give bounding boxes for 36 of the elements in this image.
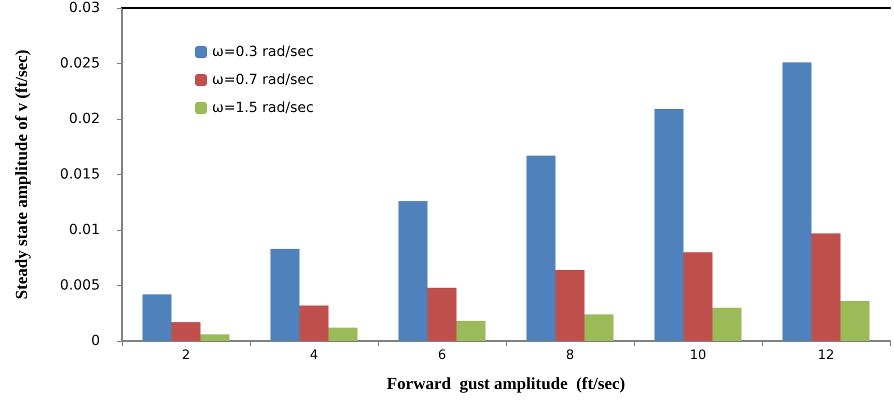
bar	[398, 201, 428, 341]
y-tick-label: 0	[91, 333, 100, 349]
y-tick-label: 0.005	[60, 278, 100, 294]
bar	[171, 322, 201, 341]
bar	[584, 314, 614, 341]
bar	[811, 233, 841, 341]
bar	[270, 248, 300, 341]
bar	[456, 321, 486, 341]
x-tick-label: 12	[818, 348, 834, 363]
bar	[526, 156, 556, 341]
bar	[840, 301, 870, 341]
bar	[654, 109, 684, 341]
bar	[555, 270, 585, 341]
legend-label: ω=0.7 rad/sec	[212, 72, 314, 88]
legend-label: ω=1.5 rad/sec	[212, 100, 314, 116]
y-axis-title: Steady state amplitude of v (ft/sec)	[12, 50, 31, 300]
bar	[782, 62, 812, 341]
x-tick-label: 4	[310, 348, 318, 363]
x-axis-title: Forward gust amplitude (ft/sec)	[386, 374, 626, 393]
y-tick-label: 0.025	[60, 56, 100, 72]
bar	[200, 334, 230, 341]
bar	[427, 288, 457, 341]
x-tick-label: 8	[566, 348, 574, 363]
bar	[299, 305, 329, 341]
y-tick-label: 0.03	[68, 0, 100, 16]
x-tick-label: 10	[690, 348, 706, 363]
x-tick-label: 2	[182, 348, 190, 363]
y-tick-label: 0.015	[60, 166, 100, 182]
bar	[683, 252, 713, 341]
bar	[142, 294, 172, 341]
x-tick-label: 6	[438, 348, 446, 363]
bar	[328, 328, 358, 341]
legend-label: ω=0.3 rad/sec	[212, 44, 314, 60]
bar	[712, 308, 742, 341]
y-tick-label: 0.02	[68, 111, 100, 127]
y-tick-label: 0.01	[68, 222, 100, 238]
